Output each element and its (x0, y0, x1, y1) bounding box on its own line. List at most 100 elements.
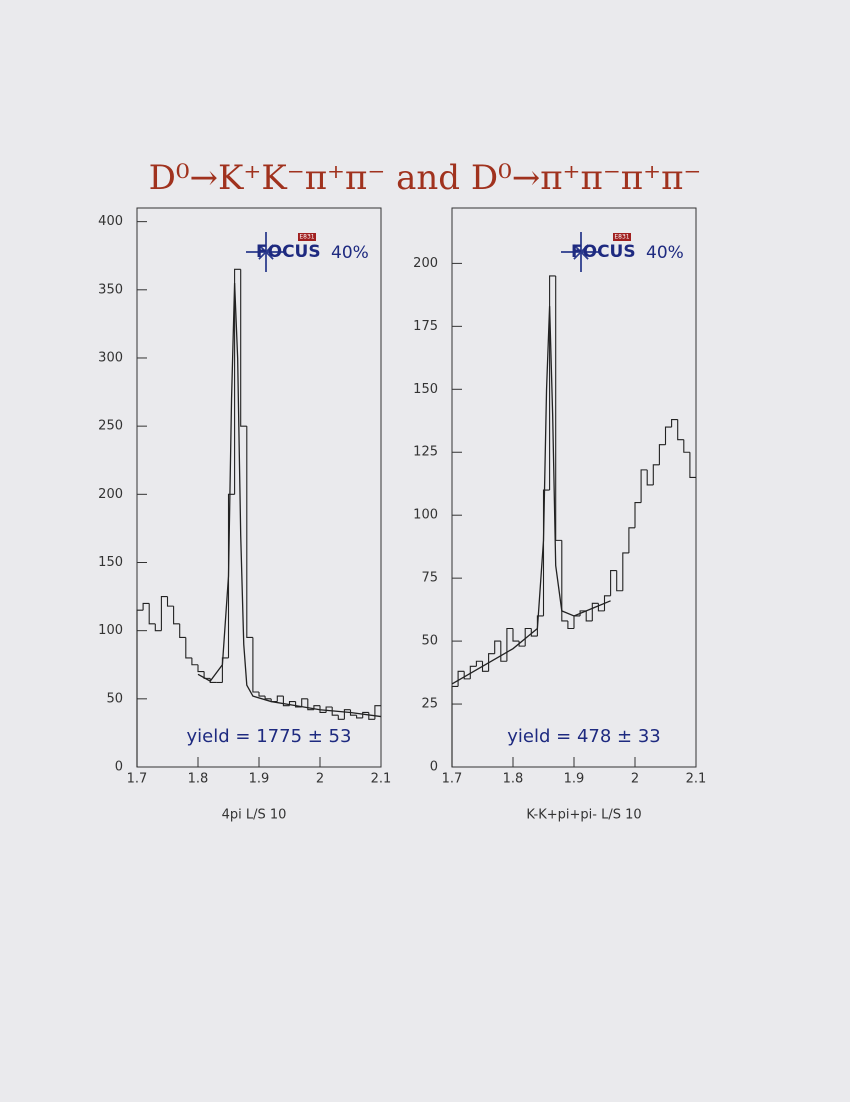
histogram-bin (197, 664, 205, 673)
plot-frame (136, 207, 382, 768)
x-tick-label: 1.7 (127, 772, 148, 787)
histogram-bin (658, 444, 666, 465)
y-tick-label: 200 (98, 487, 123, 502)
histogram-bin (506, 627, 513, 662)
x-tick-label: 2 (316, 772, 324, 787)
histogram-bin (227, 493, 235, 658)
y-tick-label: 175 (413, 319, 438, 334)
histogram-bin (160, 596, 168, 631)
histogram-bin (555, 275, 562, 541)
fit-curve (451, 306, 611, 685)
histogram-bin (683, 439, 690, 453)
histogram-bin (561, 540, 568, 622)
histogram-bin (319, 705, 327, 714)
histogram-bin (628, 527, 635, 553)
logo-text: FOCUS (571, 242, 636, 262)
histogram-bin (671, 418, 678, 428)
histogram-bin (603, 595, 611, 611)
histogram-bin (343, 709, 351, 720)
histogram-bin (221, 657, 229, 683)
x-tick-label: 1.9 (564, 772, 585, 787)
histogram-bin (469, 665, 477, 679)
y-tick-label: 200 (413, 256, 438, 271)
histogram-bin (136, 609, 144, 767)
x-tick-label: 1.8 (503, 772, 524, 787)
y-tick-label: 150 (98, 555, 123, 570)
logo-tag: E831 (299, 234, 314, 241)
histogram-bin (530, 628, 538, 637)
histogram-bin (585, 610, 593, 622)
histogram-bin (616, 570, 623, 592)
histogram-bin (179, 623, 186, 639)
histogram-bin (166, 596, 174, 607)
histogram-bin (142, 602, 150, 611)
y-tick-label: 100 (413, 508, 438, 523)
histogram-bin (524, 627, 532, 647)
x-tick-label: 1.9 (249, 772, 270, 787)
yield-annotation: yield = 1775 ± 53 (187, 726, 352, 747)
histogram-bin (337, 715, 345, 720)
histogram-bin (573, 615, 581, 629)
y-tick-label: 0 (115, 760, 123, 775)
histogram-bin (301, 698, 308, 708)
histogram-bin (240, 269, 247, 427)
histogram-bin (689, 452, 696, 478)
y-tick-label: 250 (98, 419, 123, 434)
x-tick-label: 2.1 (686, 772, 707, 787)
histogram-bin (677, 419, 684, 441)
y-tick-label: 350 (98, 282, 123, 297)
histogram-bin (610, 570, 617, 596)
histogram-bin (252, 637, 259, 693)
histogram-bin (307, 698, 314, 711)
histogram-bin (646, 469, 654, 486)
histogram-bin (173, 606, 180, 625)
histogram-bin (542, 489, 550, 616)
histogram-bin (567, 620, 574, 630)
y-tick-label: 300 (98, 350, 123, 365)
histogram-bin (622, 552, 629, 591)
y-tick-label: 50 (421, 634, 438, 649)
plot-frame (451, 207, 697, 768)
histogram-bin (494, 640, 501, 654)
histogram-bin (451, 685, 459, 767)
x-axis-label: 4pi L/S 10 (222, 808, 287, 823)
y-tick-label: 100 (98, 623, 123, 638)
histogram-bin (488, 653, 495, 672)
histogram-bin (591, 602, 599, 621)
y-tick-label: 0 (430, 760, 438, 775)
logo-tag: E831 (614, 234, 629, 241)
histogram-bin (331, 707, 339, 716)
logo-ray (258, 244, 274, 260)
histogram-bin (234, 268, 241, 495)
yield-annotation: yield = 478 ± 33 (507, 726, 660, 747)
y-tick-label: 50 (106, 691, 123, 706)
logo-note: 40% (331, 243, 369, 263)
histogram-bin (664, 426, 672, 445)
x-axis-label: K-K+pi+pi- L/S 10 (526, 808, 641, 823)
y-tick-label: 75 (421, 571, 438, 586)
histogram-bin (640, 469, 648, 503)
histogram-bin (652, 464, 660, 485)
histogram-bin (154, 623, 162, 632)
y-tick-label: 400 (98, 214, 123, 229)
y-tick-label: 150 (413, 382, 438, 397)
histogram-bin (246, 426, 253, 639)
y-tick-label: 125 (413, 445, 438, 460)
histogram-bin (191, 657, 198, 666)
histogram-bin (264, 696, 272, 700)
y-tick-label: 25 (421, 697, 438, 712)
histogram-bin (356, 715, 363, 719)
x-tick-label: 2 (631, 772, 639, 787)
histogram-bin (500, 641, 507, 662)
histogram-bin (209, 678, 217, 684)
x-tick-label: 1.7 (442, 772, 463, 787)
histogram-bin (295, 701, 302, 708)
histogram-bin (148, 603, 156, 625)
histogram-bin (362, 711, 369, 718)
logo-ray (573, 244, 589, 260)
x-tick-label: 2.1 (371, 772, 392, 787)
logo-tag-box (298, 233, 316, 241)
histogram-bin (512, 628, 520, 642)
